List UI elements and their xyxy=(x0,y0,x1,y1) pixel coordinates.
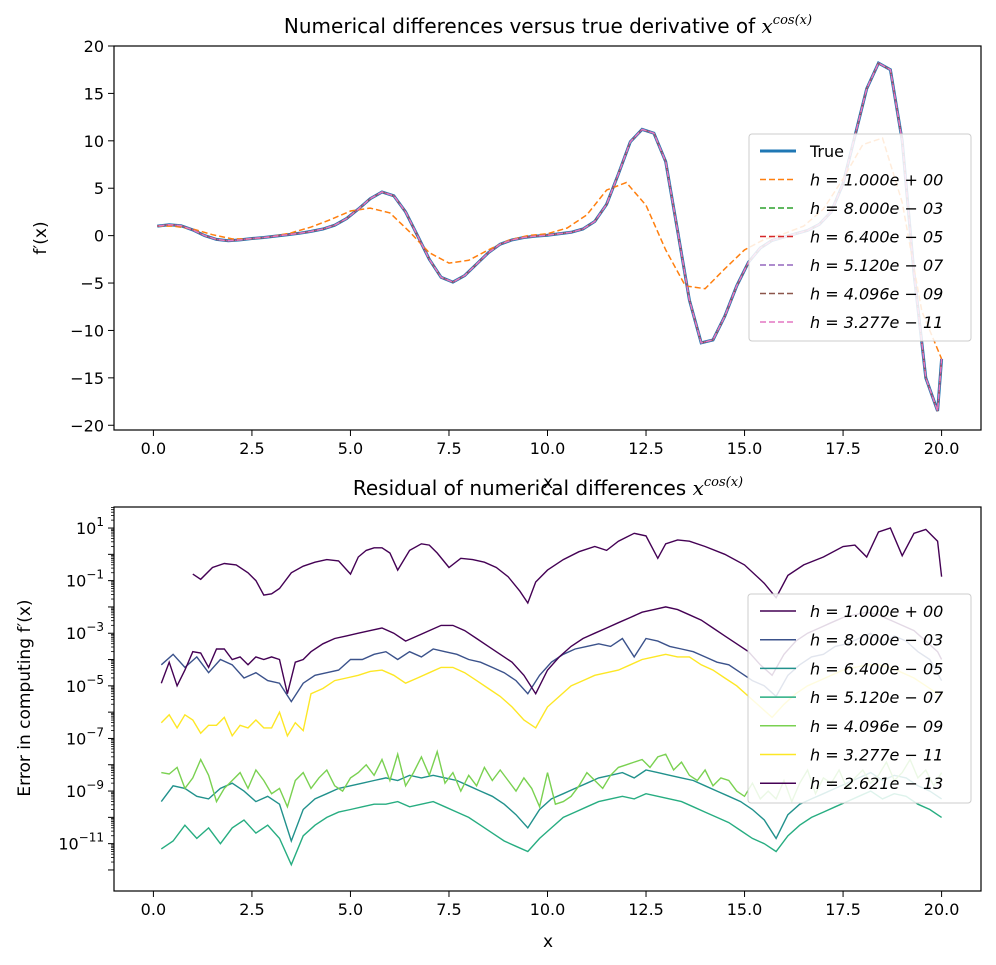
legend-label-h-6-400e-05: h = 6.400e − 05 xyxy=(810,659,943,678)
top-y-tick-label: −20 xyxy=(70,416,104,435)
top-y-tick-label: −5 xyxy=(80,274,104,293)
legend-label-h-3-277e-11: h = 3.277e − 11 xyxy=(810,313,943,332)
bottom-x-tick-label: 20.0 xyxy=(924,900,960,919)
bottom-y-tick-label: 10−5 xyxy=(66,673,104,696)
legend-label-h-4-096e-09: h = 4.096e − 09 xyxy=(810,717,943,736)
top-y-tick-label: −15 xyxy=(70,369,104,388)
top-chart: Numerical differences versus true deriva… xyxy=(31,13,982,493)
legend-label-h-1-000e-00: h = 1.000e + 00 xyxy=(810,602,943,621)
bottom-x-tick-label: 0.0 xyxy=(141,900,166,919)
top-x-tick-label: 5.0 xyxy=(338,439,363,458)
bottom-y-tick-label: 10−7 xyxy=(66,725,104,748)
legend-label-true: True xyxy=(809,142,844,161)
bottom-x-tick-label: 12.5 xyxy=(628,900,664,919)
legend-label-h-2-621e-13: h = 2.621e − 13 xyxy=(810,774,943,793)
bottom-chart-legend: h = 1.000e + 00 h = 8.000e − 03 h = 6.400e… xyxy=(747,593,972,804)
top-x-tick-label: 17.5 xyxy=(825,439,861,458)
bottom-y-tick-label: 101 xyxy=(76,515,104,538)
top-chart-x-axis-label: x xyxy=(543,473,553,493)
legend-label-h-8-000e-03: h = 8.000e − 03 xyxy=(810,631,943,650)
legend-label-h-5-120e-07: h = 5.120e − 07 xyxy=(810,688,944,707)
top-y-tick-label: 20 xyxy=(84,37,104,56)
bottom-x-tick-label: 5.0 xyxy=(338,900,363,919)
bottom-chart-x-axis-label: x xyxy=(543,932,553,952)
bottom-y-tick-label: 10−9 xyxy=(66,778,104,801)
top-y-tick-label: 0 xyxy=(94,227,104,246)
legend-label-h-6-400e-05: h = 6.400e − 05 xyxy=(810,228,943,247)
top-x-tick-label: 0.0 xyxy=(141,439,166,458)
top-x-tick-label: 2.5 xyxy=(239,439,264,458)
legend-label-h-4-096e-09: h = 4.096e − 09 xyxy=(810,285,943,304)
top-chart-y-axis-label: f′(x) xyxy=(31,221,51,254)
bottom-x-tick-label: 10.0 xyxy=(530,900,566,919)
series-line-h-1-000e-00 xyxy=(192,527,943,605)
bottom-chart-y-axis-label: Error in computing f′(x) xyxy=(15,599,35,796)
top-x-tick-label: 20.0 xyxy=(924,439,960,458)
bottom-x-tick-label: 2.5 xyxy=(239,900,264,919)
top-chart-legend: True h = 1.000e + 00 h = 8.000e − 03 h = 6.… xyxy=(748,133,972,342)
bottom-x-tick-label: 17.5 xyxy=(825,900,861,919)
legend-label-h-1-000e-00: h = 1.000e + 00 xyxy=(810,171,943,190)
series-line-h-5-120e-07 xyxy=(160,790,942,867)
top-y-tick-label: 15 xyxy=(84,84,104,103)
top-x-tick-label: 7.5 xyxy=(436,439,461,458)
top-x-tick-label: 10.0 xyxy=(530,439,566,458)
top-y-tick-label: 10 xyxy=(84,132,104,151)
legend-label-h-8-000e-03: h = 8.000e − 03 xyxy=(810,199,943,218)
legend-label-h-5-120e-07: h = 5.120e − 07 xyxy=(810,256,944,275)
top-x-tick-label: 15.0 xyxy=(727,439,763,458)
top-y-tick-label: 5 xyxy=(94,179,104,198)
legend-label-h-3-277e-11: h = 3.277e − 11 xyxy=(810,746,943,765)
bottom-x-tick-label: 7.5 xyxy=(436,900,461,919)
bottom-y-tick-label: 10−1 xyxy=(66,568,104,591)
bottom-chart-title: Residual of numerical differences xcos(x… xyxy=(353,475,743,500)
bottom-y-tick-label: 10−3 xyxy=(66,620,104,643)
bottom-x-tick-label: 15.0 xyxy=(727,900,763,919)
top-chart-title: Numerical differences versus true deriva… xyxy=(284,13,812,38)
top-x-tick-label: 12.5 xyxy=(628,439,664,458)
bottom-chart: Residual of numerical differences xcos(x… xyxy=(15,475,982,952)
top-y-tick-label: −10 xyxy=(70,321,104,340)
bottom-y-tick-label: 10−11 xyxy=(58,831,104,854)
